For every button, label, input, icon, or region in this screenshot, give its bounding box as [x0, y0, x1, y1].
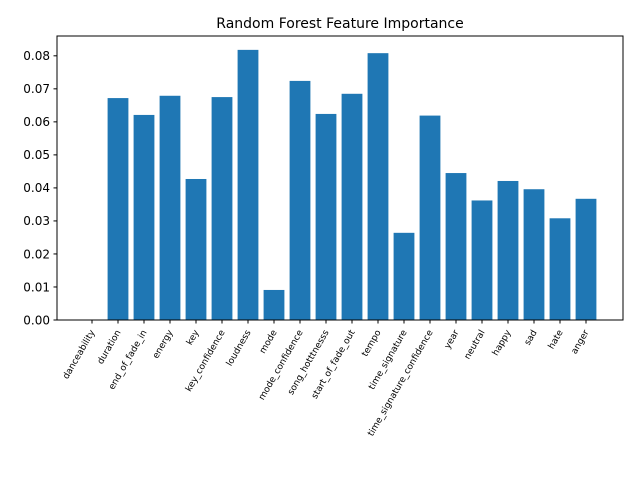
x-tick-label-mode: mode	[258, 328, 280, 356]
bar-sad	[523, 189, 545, 320]
bars-group	[107, 49, 597, 321]
y-tick-label: 0.04	[23, 181, 50, 195]
bar-key	[185, 178, 207, 320]
x-tick-label-hate: hate	[547, 328, 566, 351]
bar-tempo	[367, 53, 389, 321]
x-tick-label-duration: duration	[96, 329, 124, 367]
y-tick-label: 0.08	[23, 49, 50, 63]
y-tick-label: 0.00	[23, 313, 50, 327]
bar-hate	[549, 218, 571, 320]
bar-start_of_fade_out	[341, 93, 363, 320]
y-tick-label: 0.06	[23, 115, 50, 129]
y-tick-label: 0.03	[23, 214, 50, 228]
x-tick-label-key: key	[185, 328, 202, 347]
x-tick-label-loudness: loudness	[225, 328, 254, 368]
bar-duration	[107, 98, 129, 320]
x-tick-label-sad: sad	[523, 329, 540, 348]
x-tick-label-danceability: danceability	[61, 328, 97, 381]
x-tick-label-happy: happy	[491, 328, 514, 358]
bar-mode_confidence	[289, 80, 311, 320]
bar-happy	[497, 180, 519, 320]
y-tick-label: 0.02	[23, 247, 50, 261]
x-tick-label-neutral: neutral	[463, 329, 488, 362]
x-tick-label-energy: energy	[151, 328, 176, 361]
bar-loudness	[237, 49, 259, 321]
bar-time_signature	[393, 232, 415, 320]
bar-end_of_fade_in	[133, 114, 155, 321]
y-tick-label: 0.01	[23, 280, 50, 294]
bar-song_hotttnesss	[315, 113, 337, 321]
x-tick-label-anger: anger	[570, 328, 592, 356]
bar-energy	[159, 95, 181, 321]
y-tick-label: 0.07	[23, 82, 50, 96]
x-tick-label-year: year	[443, 328, 462, 351]
bar-neutral	[471, 200, 493, 320]
bar-key_confidence	[211, 97, 233, 320]
y-tick-label: 0.05	[23, 148, 50, 162]
chart-title: Random Forest Feature Importance	[216, 16, 463, 32]
bar-year	[445, 173, 467, 320]
bar-mode	[263, 289, 285, 320]
bar-anger	[575, 198, 597, 320]
plot-frame	[56, 35, 624, 321]
y-axis: 0.00 0.01 0.02 0.03 0.04 0.05 0.06 0.07 0.08	[23, 49, 57, 327]
x-tick-label-tempo: tempo	[360, 328, 383, 359]
bar-time_signature_confidence	[419, 115, 441, 320]
